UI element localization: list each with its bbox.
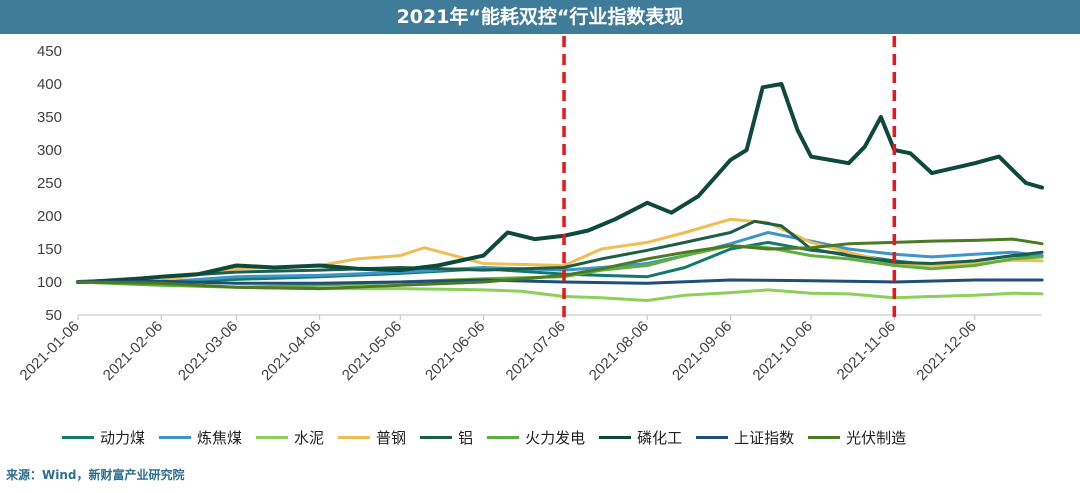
series-line xyxy=(76,278,1044,285)
x-tick-label: 2021-06-06 xyxy=(422,318,488,384)
series-line xyxy=(76,82,1044,284)
source-note: 来源：Wind，新财富产业研究院 xyxy=(6,468,185,482)
legend-swatch xyxy=(338,435,371,439)
y-tick-label: 100 xyxy=(37,274,62,291)
x-tick-label: 2021-02-06 xyxy=(100,318,166,384)
y-tick-label: 200 xyxy=(37,208,62,225)
legend-item: 上证指数 xyxy=(696,427,794,448)
legend-label: 火力发电 xyxy=(525,428,586,447)
legend-swatch xyxy=(62,435,94,439)
series-line xyxy=(76,280,1044,302)
x-tick-label: 2021-03-06 xyxy=(175,318,241,384)
series-line xyxy=(76,217,1044,284)
series-line xyxy=(76,244,1044,289)
x-tick-label: 2021-10-06 xyxy=(750,318,816,384)
series-line xyxy=(76,237,1044,291)
legend-swatch xyxy=(599,435,632,439)
legend-swatch xyxy=(159,435,192,439)
reference-lines xyxy=(562,36,897,319)
y-tick-label: 150 xyxy=(37,241,62,258)
chart-title: 2021年“能耗双控“行业指数表现 xyxy=(0,0,1080,34)
legend-label: 水泥 xyxy=(294,428,325,447)
legend-item: 磷化工 xyxy=(599,427,682,448)
x-tick-label: 2021-01-06 xyxy=(17,318,83,384)
legend: 动力煤 炼焦煤 水泥 普钢 铝 火力发电 磷化工 上证指数 光伏制造 xyxy=(62,426,1062,448)
legend-label: 炼焦煤 xyxy=(197,428,243,447)
y-tick-label: 350 xyxy=(37,109,62,126)
y-tick-label: 250 xyxy=(37,175,62,192)
y-tick-label: 50 xyxy=(45,307,62,324)
legend-swatch xyxy=(808,435,841,439)
legend-swatch xyxy=(696,435,729,439)
x-tick-label: 2021-05-06 xyxy=(339,318,405,384)
legend-item: 光伏制造 xyxy=(808,427,906,448)
x-tick-label: 2021-11-06 xyxy=(834,318,899,383)
legend-label: 磷化工 xyxy=(637,428,683,447)
legend-item: 炼焦煤 xyxy=(159,427,242,448)
y-tick-label: 400 xyxy=(37,76,62,93)
y-axis: 50 100 150 200 250 300 350 400 450 xyxy=(37,43,62,324)
legend-item: 普钢 xyxy=(338,427,406,448)
legend-item: 铝 xyxy=(420,427,473,448)
y-tick-label: 300 xyxy=(37,142,62,159)
legend-swatch xyxy=(420,435,453,439)
legend-label: 动力煤 xyxy=(100,428,146,447)
legend-label: 上证指数 xyxy=(734,428,795,447)
legend-label: 光伏制造 xyxy=(846,428,907,447)
legend-item: 水泥 xyxy=(256,427,324,448)
y-tick-label: 450 xyxy=(37,43,62,60)
x-tick-label: 2021-09-06 xyxy=(669,318,735,384)
x-tick-label: 2021-07-06 xyxy=(503,318,569,384)
legend-label: 普钢 xyxy=(376,428,407,447)
series-layer xyxy=(76,82,1044,302)
series-line xyxy=(76,219,1044,284)
x-tick-label: 2021-08-06 xyxy=(586,318,652,384)
legend-item: 动力煤 xyxy=(62,427,145,448)
legend-swatch xyxy=(256,435,289,439)
legend-item: 火力发电 xyxy=(487,427,585,448)
x-tick-label: 2021-12-06 xyxy=(913,318,979,384)
legend-label: 铝 xyxy=(458,428,474,447)
x-axis: 2021-01-06 2021-02-06 2021-03-06 2021-04-06… xyxy=(17,314,1042,384)
legend-swatch xyxy=(487,435,520,439)
x-tick-label: 2021-04-06 xyxy=(258,318,324,384)
